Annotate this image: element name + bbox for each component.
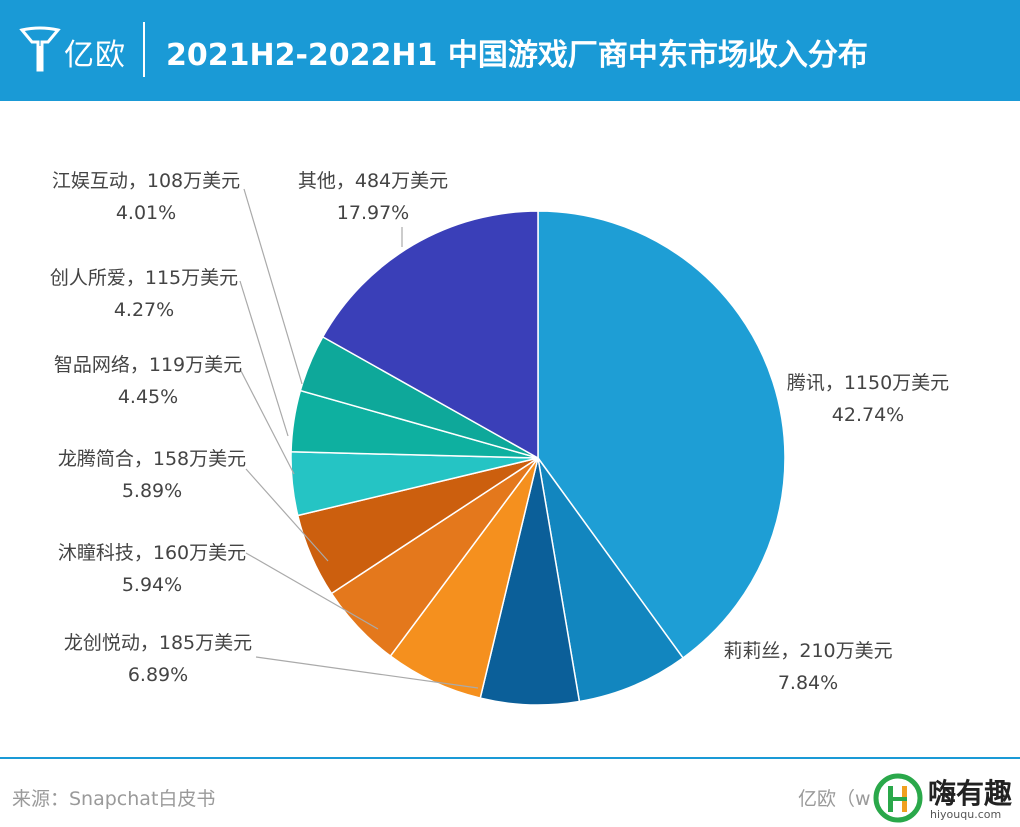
footer-divider [0,757,1020,759]
slice-percent-4: 5.94% [122,574,182,596]
slice-label-8: 江娱互动，108万美元 [52,170,240,192]
watermark-logo-icon [873,773,923,823]
slice-label-0: 腾讯，1150万美元 [787,372,949,394]
slice-label-6: 智品网络，119万美元 [54,354,242,376]
pie-slice-9 [321,210,539,460]
slice-percent-1: 7.84% [778,672,838,694]
brand-name: 亿欧 [64,38,126,73]
slice-label-5: 龙腾简合，158万美元 [58,448,246,470]
pie-slice-1 [537,457,685,703]
watermark-name: 嗨有趣 [928,777,1013,810]
yiou-logo-icon [19,26,61,72]
credit-note: 亿欧（w [798,788,871,810]
leader-line-4 [245,552,379,630]
watermark-url: hiyouqu.com [930,808,1002,821]
slice-percent-0: 42.74% [832,404,904,426]
leader-line-6 [239,368,295,475]
slice-label-4: 沐瞳科技，160万美元 [58,542,246,564]
leader-line-8 [243,188,303,385]
header-bar: 亿欧 2021H2-2022H1 中国游戏厂商中东市场收入分布 [0,0,1020,101]
slice-percent-7: 4.27% [114,299,174,321]
slice-percent-8: 4.01% [116,202,176,224]
slice-label-7: 创人所爱，115万美元 [50,267,238,289]
slice-percent-5: 5.89% [122,480,182,502]
source-note: 来源：Snapchat白皮书 [12,788,216,810]
header-divider [143,22,145,77]
pie-chart: 腾讯，1150万美元 42.74% 莉莉丝，210万美元 7.84% 龙创悦动，185万… [50,170,949,706]
page-title: 2021H2-2022H1 中国游戏厂商中东市场收入分布 [166,38,868,73]
slice-label-3: 龙创悦动，185万美元 [64,632,252,654]
slice-percent-9: 17.97% [337,202,409,224]
slice-label-9: 其他，484万美元 [298,170,448,192]
pie-slice-0 [537,210,786,659]
slice-percent-3: 6.89% [128,664,188,686]
leader-line-5 [245,468,329,562]
slice-label-1: 莉莉丝，210万美元 [723,640,892,662]
leader-line-7 [239,280,289,437]
leader-line-3 [255,656,479,689]
slice-percent-6: 4.45% [118,386,178,408]
